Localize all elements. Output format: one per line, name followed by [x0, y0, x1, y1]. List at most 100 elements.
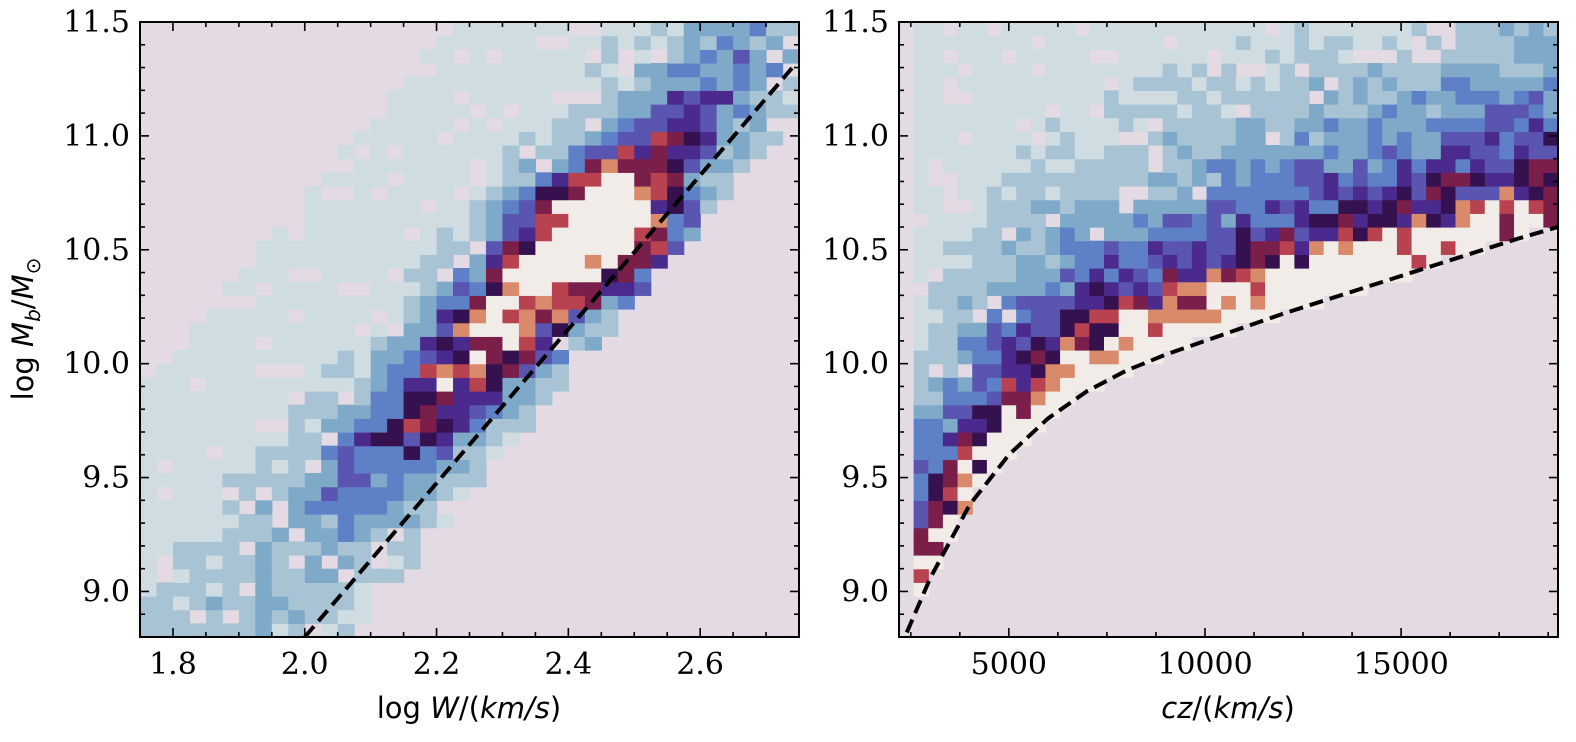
heatmap-bin [1396, 199, 1413, 214]
heatmap-bin [518, 186, 536, 201]
heatmap-bin [1162, 186, 1178, 201]
heatmap-bin [288, 582, 306, 597]
heatmap-bin [337, 363, 355, 378]
heatmap-bin [304, 555, 322, 570]
heatmap-bin [1089, 254, 1105, 269]
heatmap-bin [304, 432, 322, 447]
heatmap-bin [453, 35, 471, 50]
heatmap-bin [1177, 172, 1193, 187]
heatmap-bin [354, 309, 372, 324]
heatmap-bin [1206, 227, 1222, 242]
heatmap-bin [485, 158, 504, 173]
heatmap-bin [913, 186, 929, 201]
heatmap-bin [634, 158, 652, 173]
heatmap-bin [1177, 104, 1193, 119]
heatmap-bin [288, 568, 306, 583]
heatmap-bin [1118, 213, 1134, 228]
heatmap-bin [1367, 240, 1383, 255]
heatmap-bin [354, 254, 372, 269]
heatmap-bin [1060, 281, 1076, 296]
heatmap-bin [551, 49, 569, 64]
heatmap-bin [1367, 145, 1383, 160]
heatmap-bin [1162, 104, 1178, 119]
heatmap-bin [469, 35, 487, 50]
heatmap-bin [1411, 254, 1427, 269]
heatmap-bin [271, 391, 289, 406]
heatmap-bin [1030, 145, 1047, 160]
heatmap-bin [700, 49, 718, 64]
heatmap-bin [518, 254, 536, 269]
heatmap-bin [601, 295, 619, 310]
heatmap-bin [288, 609, 306, 624]
heatmap-bin [634, 145, 652, 160]
heatmap-bin [1470, 49, 1486, 64]
heatmap-bin [370, 145, 388, 160]
heatmap-bin [1323, 281, 1339, 296]
heatmap-bin [1074, 186, 1090, 201]
heatmap-bin [469, 350, 487, 365]
heatmap-bin [518, 281, 536, 296]
heatmap-bin [354, 582, 372, 597]
x-tick-label: 15000 [1353, 647, 1448, 682]
heatmap-bin [288, 377, 306, 392]
heatmap-bin [1250, 213, 1266, 228]
heatmap-bin [156, 377, 174, 392]
heatmap-bin [1396, 63, 1413, 78]
heatmap-bin [617, 22, 635, 37]
heatmap-bin [1030, 363, 1047, 378]
heatmap-bin [436, 49, 454, 64]
heatmap-bin [749, 145, 767, 160]
heatmap-bin [1147, 90, 1164, 105]
heatmap-bin [518, 76, 536, 91]
heatmap-bin [986, 49, 1003, 64]
heatmap-bin [370, 172, 388, 187]
heatmap-bin [469, 90, 487, 105]
heatmap-bin [1338, 227, 1354, 242]
ticks-left [139, 21, 800, 638]
heatmap-bin [238, 268, 256, 283]
heatmap-bin [716, 22, 734, 37]
heatmap-bin [1265, 104, 1281, 119]
heatmap-bin [222, 445, 240, 460]
heatmap-bin [255, 582, 273, 597]
heatmap-bin [913, 199, 929, 214]
heatmap-bin [1323, 240, 1339, 255]
heatmap-bin [1147, 268, 1164, 283]
heatmap-bin [1089, 363, 1105, 378]
heatmap-bin [502, 158, 520, 173]
heatmap-bin [601, 322, 619, 337]
heatmap-bin [1396, 240, 1413, 255]
heatmap-bin [667, 49, 685, 64]
heatmap-bin [1382, 240, 1398, 255]
heatmap-bin [1206, 131, 1222, 146]
heatmap-bin [1484, 22, 1501, 37]
heatmap-bin [370, 350, 388, 365]
heatmap-bin [1499, 104, 1515, 119]
heatmap-bin [1016, 309, 1032, 324]
heatmap-bin [1206, 158, 1222, 173]
heatmap-bin [667, 227, 685, 242]
heatmap-bin [986, 459, 1003, 474]
heatmap-bin [337, 172, 355, 187]
heatmap-bin [502, 117, 520, 132]
heatmap-bin [551, 131, 569, 146]
heatmap-bin [403, 473, 421, 488]
heatmap-bin [584, 336, 602, 351]
heatmap-bin [518, 391, 536, 406]
heatmap-bin [551, 158, 569, 173]
heatmap-bin [502, 90, 520, 105]
heatmap-bin [1323, 145, 1339, 160]
heatmap-bin [1338, 240, 1354, 255]
heatmap-bin [601, 117, 619, 132]
heatmap-bin [1060, 35, 1076, 50]
heatmap-bin [1382, 22, 1398, 37]
heatmap-bin [1352, 63, 1369, 78]
heatmap-bin [1060, 22, 1076, 37]
heatmap-bin [1367, 172, 1383, 187]
heatmap-bin [1191, 213, 1208, 228]
heatmap-bin [928, 240, 944, 255]
heatmap-bin [1177, 22, 1193, 37]
heatmap-bin [1060, 377, 1076, 392]
heatmap-bin [972, 377, 988, 392]
